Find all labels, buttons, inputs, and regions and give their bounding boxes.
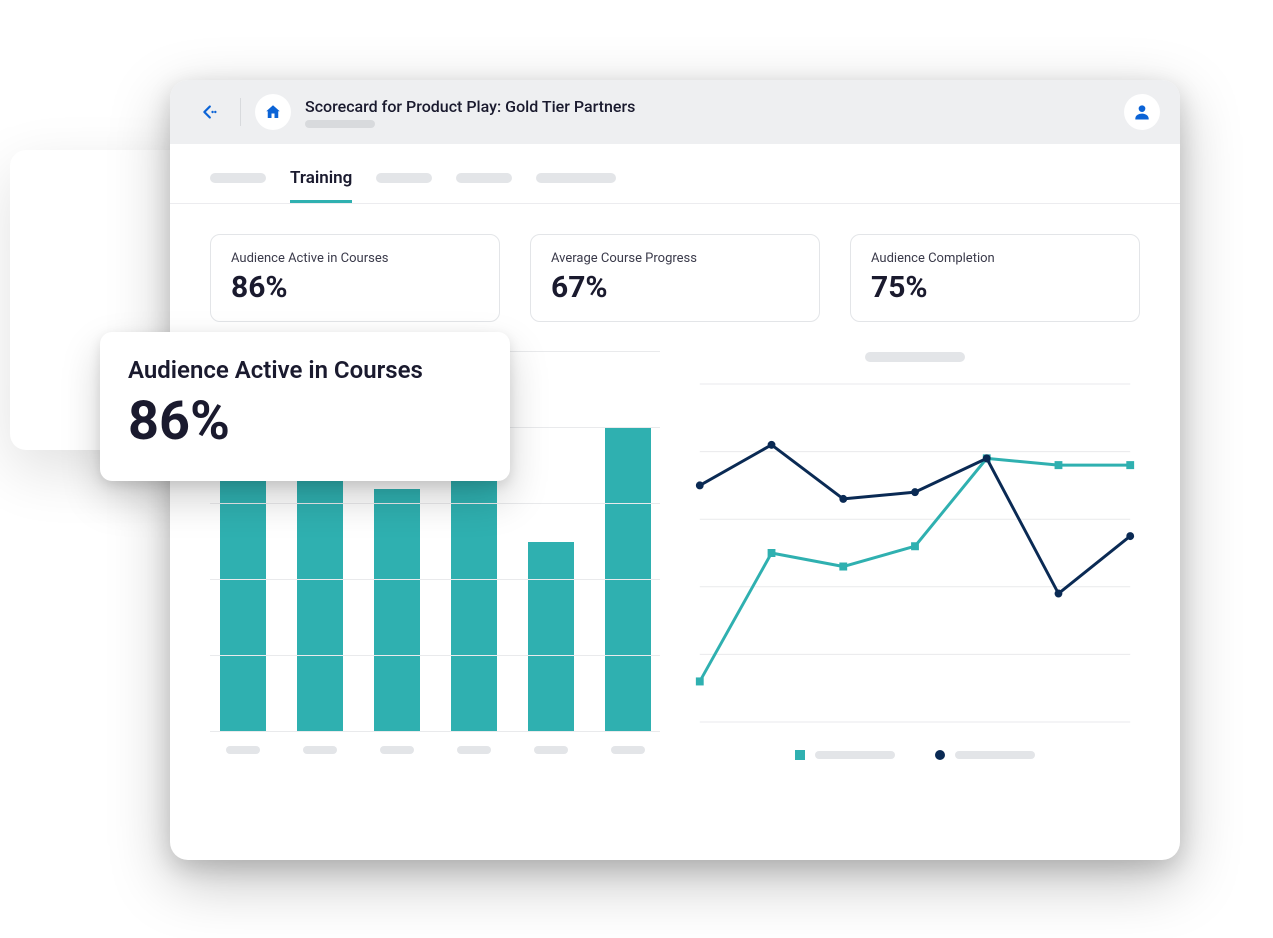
page-title: Scorecard for Product Play: Gold Tier Pa…	[305, 97, 635, 116]
legend-marker-square-icon	[795, 750, 805, 760]
metric-card-avg-progress: Average Course Progress 67%	[530, 234, 820, 322]
tabs: Training	[170, 144, 1180, 204]
x-label-placeholder	[226, 746, 260, 754]
gridline	[210, 731, 660, 732]
tab-training[interactable]: Training	[290, 168, 352, 203]
legend-label-placeholder	[815, 751, 895, 759]
x-label-placeholder	[611, 746, 645, 754]
metric-label: Audience Completion	[871, 251, 1119, 266]
topbar-title-wrap: Scorecard for Product Play: Gold Tier Pa…	[305, 97, 635, 128]
metric-value: 75%	[871, 270, 1119, 305]
back-button[interactable]	[190, 94, 226, 130]
metric-label: Audience Active in Courses	[231, 251, 479, 266]
bar	[451, 458, 497, 732]
metric-value: 86%	[231, 270, 479, 305]
legend-marker-circle-icon	[935, 750, 945, 760]
gridline	[210, 579, 660, 580]
gridline	[210, 503, 660, 504]
x-label-placeholder	[380, 746, 414, 754]
home-button[interactable]	[255, 94, 291, 130]
x-label-placeholder	[457, 746, 491, 754]
legend-item-b	[935, 750, 1035, 760]
x-label-placeholder	[534, 746, 568, 754]
callout-label: Audience Active in Courses	[128, 356, 482, 384]
callout-card: Audience Active in Courses 86%	[100, 332, 510, 481]
user-icon	[1132, 102, 1152, 122]
callout-value: 86%	[128, 390, 482, 453]
tab-placeholder[interactable]	[376, 173, 432, 183]
metric-value: 67%	[551, 270, 799, 305]
metric-card-completion: Audience Completion 75%	[850, 234, 1140, 322]
x-label-placeholder	[303, 746, 337, 754]
legend-label-placeholder	[955, 751, 1035, 759]
home-icon	[264, 103, 282, 121]
tab-placeholder[interactable]	[536, 173, 616, 183]
topbar: Scorecard for Product Play: Gold Tier Pa…	[170, 80, 1180, 144]
tab-placeholder[interactable]	[210, 173, 266, 183]
bar-chart-x-labels	[210, 732, 660, 754]
metric-card-audience-active: Audience Active in Courses 86%	[210, 234, 500, 322]
bar	[605, 428, 651, 732]
topbar-divider	[240, 98, 241, 126]
back-arrow-icon	[197, 101, 219, 123]
subtitle-placeholder	[305, 120, 375, 128]
line-chart	[690, 374, 1140, 732]
bar	[374, 489, 420, 732]
tab-placeholder[interactable]	[456, 173, 512, 183]
bar	[528, 542, 574, 732]
legend-item-a	[795, 750, 895, 760]
line-chart-panel	[690, 352, 1140, 760]
line-chart-legend	[690, 732, 1140, 760]
gridline	[210, 655, 660, 656]
metrics-row: Audience Active in Courses 86% Average C…	[170, 204, 1180, 322]
profile-button[interactable]	[1124, 94, 1160, 130]
line-chart-title-placeholder	[865, 352, 965, 362]
metric-label: Average Course Progress	[551, 251, 799, 266]
